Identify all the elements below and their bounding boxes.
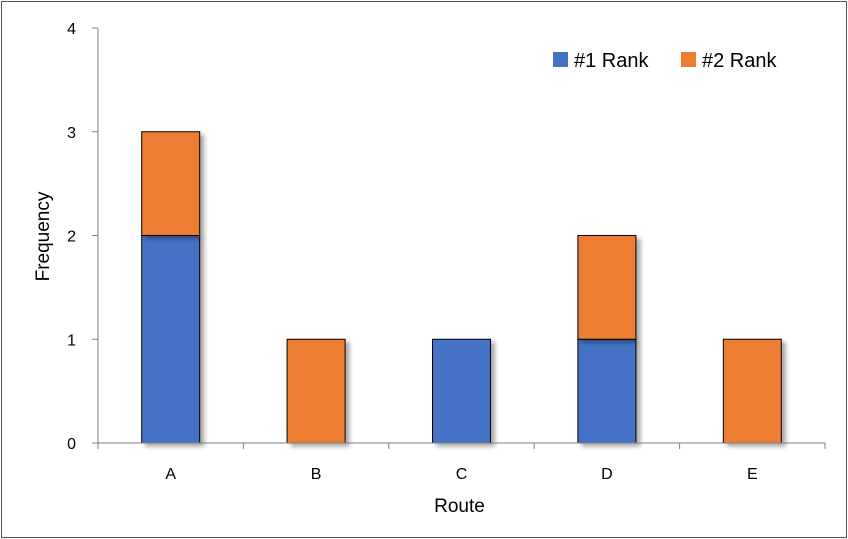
bar-d-series-2: [577, 235, 637, 340]
legend: #1 Rank #2 Rank: [553, 50, 777, 72]
y-tick-label: 3: [67, 125, 76, 142]
legend-swatch-series-1: [553, 52, 568, 67]
bar-e-series-2: [722, 338, 782, 444]
bars-layer: [141, 131, 782, 444]
legend-label-series-2: #2 Rank: [702, 50, 777, 72]
y-tick-label: 1: [67, 332, 76, 349]
y-tick-label: 2: [67, 229, 76, 246]
labels-layer: A B C D E 0 1 2 3 4 Route Frequency: [33, 21, 758, 517]
x-tick-label: C: [456, 466, 468, 483]
bar-b-series-2: [286, 338, 346, 444]
y-axis-title: Frequency: [33, 191, 54, 281]
x-tick-label: E: [747, 466, 758, 483]
y-tick-label: 0: [67, 436, 76, 453]
legend-label-series-1: #1 Rank: [574, 50, 649, 72]
x-tick-label: B: [311, 466, 322, 483]
legend-swatch-series-2: [681, 52, 696, 67]
bar-a-series-1: [141, 235, 201, 444]
bar-c-series-1: [432, 338, 491, 444]
bar-a-series-2: [141, 131, 201, 236]
y-tick-label: 4: [67, 21, 76, 38]
axes-layer: [92, 27, 826, 449]
bar-d-series-1: [577, 338, 637, 444]
x-tick-label: D: [601, 466, 613, 483]
x-tick-label: A: [165, 466, 176, 483]
x-axis-title: Route: [434, 496, 485, 517]
